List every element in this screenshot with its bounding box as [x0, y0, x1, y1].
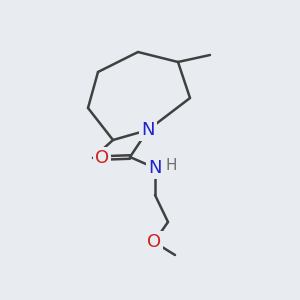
Text: N: N — [148, 159, 162, 177]
Text: O: O — [147, 233, 161, 251]
Text: O: O — [95, 149, 109, 167]
Text: H: H — [165, 158, 177, 173]
Text: N: N — [141, 121, 155, 139]
